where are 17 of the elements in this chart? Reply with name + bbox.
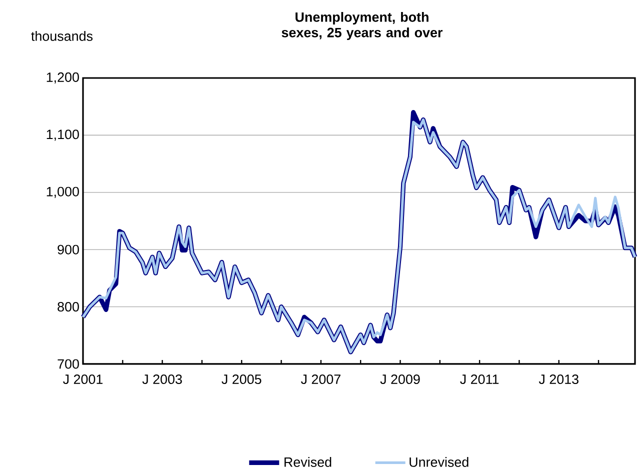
x-tick-label: J 2003 xyxy=(142,374,182,384)
y-axis-title: thousands xyxy=(31,31,93,41)
y-tick-label: 1,100 xyxy=(46,130,79,141)
y-tick-label: 1,200 xyxy=(46,72,79,84)
x-tick-label: J 2011 xyxy=(460,374,499,384)
y-tick-label: 700 xyxy=(58,359,79,369)
x-tick-label: J 2001 xyxy=(63,374,103,384)
y-tick-label: 800 xyxy=(58,302,79,312)
chart-title: Unemployment, both sexes, 25 years and over xyxy=(282,12,443,40)
x-tick-label: J 2007 xyxy=(300,374,340,384)
x-tick-label: J 2009 xyxy=(380,374,420,384)
x-tick-label: J 2013 xyxy=(538,374,578,384)
y-tick-label: 1,000 xyxy=(46,186,79,198)
legend-label: Revised xyxy=(284,457,332,467)
legend-label: Unrevised xyxy=(410,457,468,467)
y-tick-label: 900 xyxy=(58,244,79,254)
x-tick-label: J 2005 xyxy=(222,374,262,384)
